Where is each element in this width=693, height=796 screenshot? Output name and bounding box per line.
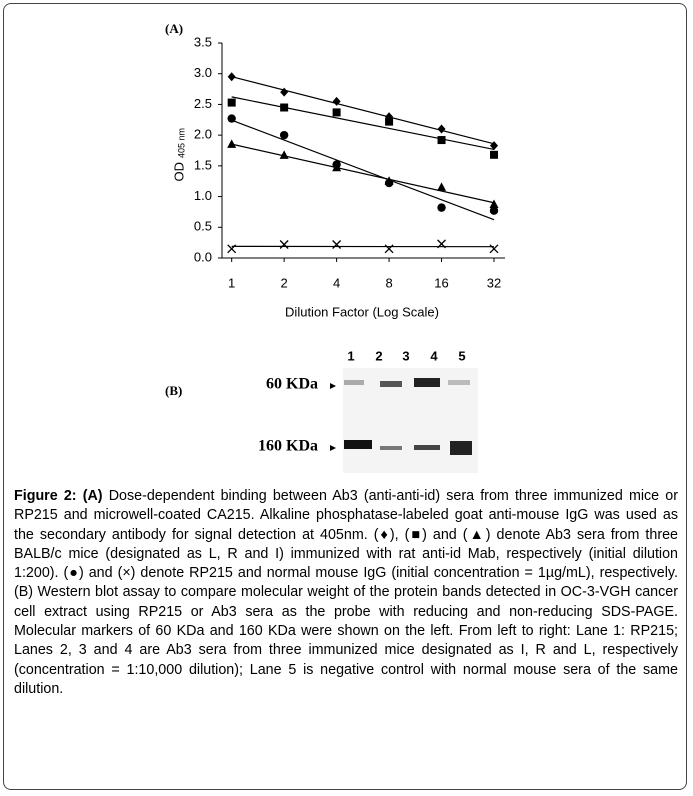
y-tick-label: 3.0 (194, 65, 212, 80)
caption-label: Figure 2: (14, 488, 77, 504)
y-tick-label: 1.5 (194, 157, 212, 172)
trend-line (232, 120, 494, 220)
x-tick-label: 16 (434, 275, 448, 290)
x-tick-label: 32 (487, 275, 501, 290)
point (490, 151, 498, 159)
marker-label: 160 KDa (258, 438, 318, 455)
lane-label: 1 (347, 348, 354, 363)
trend-line (232, 144, 494, 203)
band (344, 380, 364, 385)
point (490, 245, 498, 253)
x-tick-label: 2 (281, 275, 288, 290)
caption-text: Dose-dependent binding between Ab3 (anti… (14, 488, 678, 697)
y-tick-label: 3.5 (194, 34, 212, 49)
trend-line (232, 97, 494, 150)
y-tick-label: 2.5 (194, 96, 212, 111)
lane-label: 3 (402, 348, 409, 363)
band (380, 446, 402, 450)
y-tick-label: 2.0 (194, 127, 212, 142)
marker-arrow (330, 445, 336, 451)
band (450, 441, 472, 455)
point (228, 72, 236, 81)
point (333, 240, 341, 248)
point (437, 203, 445, 211)
x-tick-label: 1 (228, 275, 235, 290)
y-axis-label: OD (171, 162, 186, 182)
x-tick-label: 8 (385, 275, 392, 290)
lane-label: 5 (458, 348, 465, 363)
y-axis-label-sub: 405 nm (176, 128, 186, 158)
lane-label: 2 (375, 348, 382, 363)
y-tick-label: 1.0 (194, 188, 212, 203)
band (380, 381, 402, 387)
point (227, 114, 235, 122)
caption: Figure 2: (A) Dose-dependent binding bet… (14, 487, 678, 699)
panel-label: (A) (165, 21, 183, 36)
figure: (A) Dilution Factor (Log Scale) OD 405 n… (0, 0, 693, 480)
marker-arrow (330, 383, 336, 389)
point (385, 118, 393, 126)
page: {"chart_data": {"type": "scatter", "pane… (0, 0, 693, 796)
lane-label: 4 (430, 348, 438, 363)
point (280, 240, 288, 248)
point (228, 245, 236, 253)
point (333, 108, 341, 116)
point (437, 182, 446, 191)
band (414, 445, 440, 450)
x-axis-label: Dilution Factor (Log Scale) (285, 304, 439, 319)
point (228, 99, 236, 107)
band (344, 440, 372, 449)
y-tick-label: 0.5 (194, 219, 212, 234)
x-tick-label: 4 (333, 275, 340, 290)
y-tick-label: 0.0 (194, 249, 212, 264)
panel-label: (B) (165, 383, 182, 398)
marker-label: 60 KDa (266, 376, 318, 393)
caption-panel: (A) (83, 488, 103, 504)
point (490, 200, 499, 209)
point (438, 136, 446, 144)
trend-line (232, 77, 494, 144)
point (280, 131, 288, 139)
y-axis-label-group: OD 405 nm (171, 128, 186, 182)
point (280, 104, 288, 112)
point (438, 125, 446, 134)
band (414, 378, 440, 387)
band (448, 380, 470, 385)
point (227, 139, 236, 148)
